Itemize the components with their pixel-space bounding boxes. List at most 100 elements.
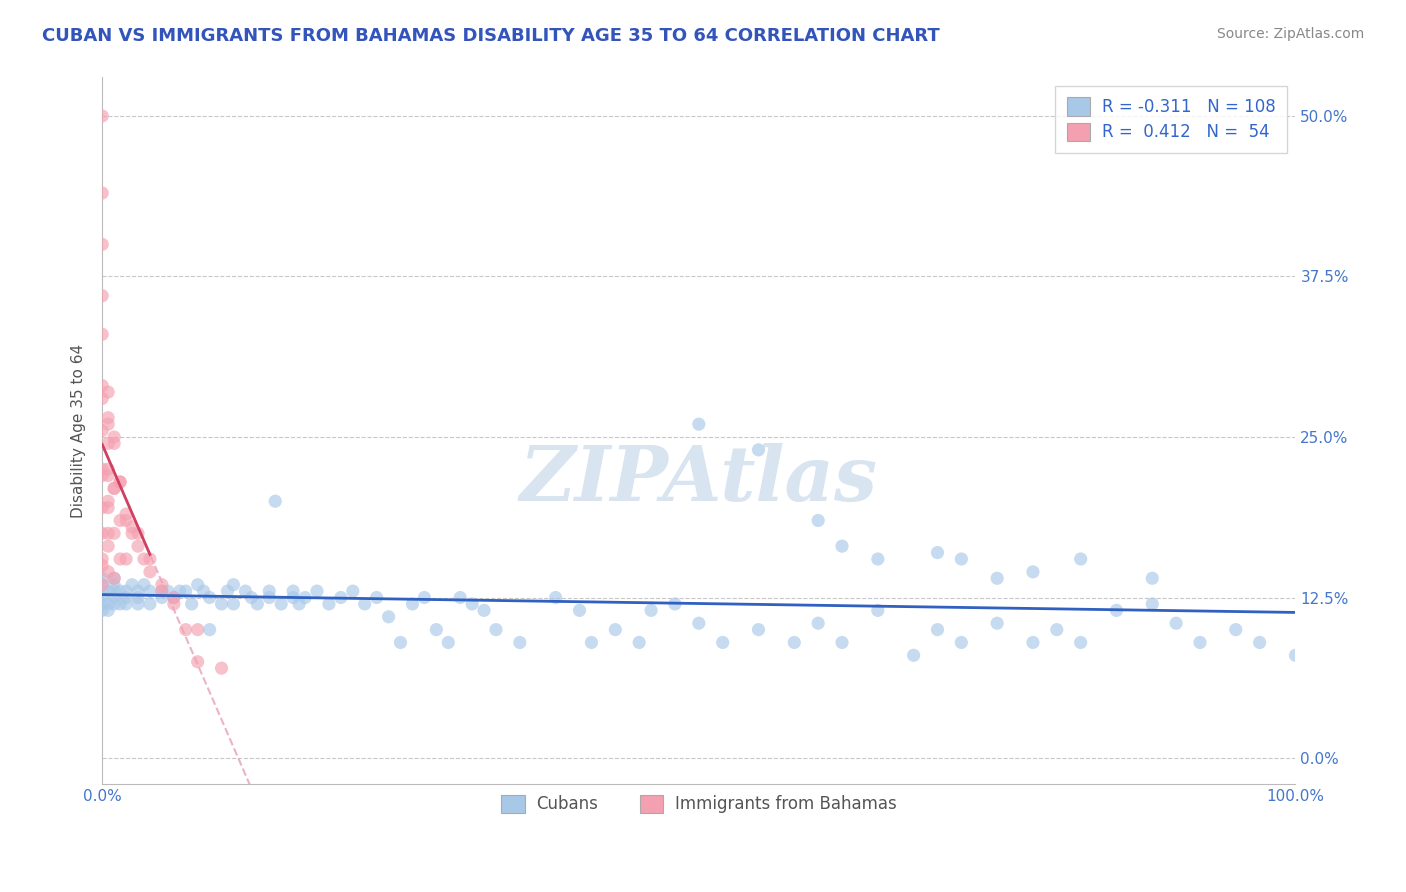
Point xyxy=(103,436,125,450)
Point xyxy=(115,552,138,566)
Point xyxy=(97,526,120,541)
Point xyxy=(115,584,138,599)
Point xyxy=(1166,616,1188,631)
Point xyxy=(97,462,120,476)
Point xyxy=(353,597,375,611)
Point xyxy=(1142,571,1164,585)
Point xyxy=(91,237,114,252)
Point xyxy=(139,552,162,566)
Y-axis label: Disability Age 35 to 64: Disability Age 35 to 64 xyxy=(72,343,86,517)
Point xyxy=(97,603,120,617)
Point xyxy=(103,591,125,605)
Point xyxy=(150,584,173,599)
Point xyxy=(103,584,125,599)
Point xyxy=(103,577,125,591)
Point xyxy=(711,635,734,649)
Point xyxy=(150,577,173,591)
Point xyxy=(270,597,292,611)
Point xyxy=(97,494,120,508)
Point xyxy=(108,475,131,489)
Point xyxy=(127,591,149,605)
Point xyxy=(91,468,114,483)
Point xyxy=(1070,635,1092,649)
Point xyxy=(91,186,114,200)
Point xyxy=(866,552,889,566)
Point xyxy=(91,558,114,573)
Point xyxy=(187,655,209,669)
Point xyxy=(97,539,120,553)
Point xyxy=(91,109,114,123)
Point xyxy=(401,597,423,611)
Point xyxy=(150,584,173,599)
Point xyxy=(121,526,143,541)
Point xyxy=(509,635,531,649)
Point xyxy=(108,513,131,527)
Point xyxy=(163,591,186,605)
Point xyxy=(198,623,221,637)
Point xyxy=(783,635,806,649)
Point xyxy=(121,520,143,534)
Point xyxy=(217,584,239,599)
Point xyxy=(97,500,120,515)
Text: CUBAN VS IMMIGRANTS FROM BAHAMAS DISABILITY AGE 35 TO 64 CORRELATION CHART: CUBAN VS IMMIGRANTS FROM BAHAMAS DISABIL… xyxy=(42,27,941,45)
Point xyxy=(91,424,114,438)
Point xyxy=(1105,603,1128,617)
Point xyxy=(294,591,316,605)
Point xyxy=(305,584,328,599)
Point xyxy=(198,591,221,605)
Point xyxy=(413,591,436,605)
Point xyxy=(222,597,245,611)
Point xyxy=(472,603,495,617)
Point xyxy=(688,417,710,432)
Point xyxy=(108,597,131,611)
Point xyxy=(568,603,591,617)
Point xyxy=(115,597,138,611)
Point xyxy=(329,591,352,605)
Point xyxy=(866,603,889,617)
Point xyxy=(240,591,263,605)
Point xyxy=(437,635,460,649)
Point xyxy=(664,597,686,611)
Point xyxy=(640,603,662,617)
Point xyxy=(121,577,143,591)
Point xyxy=(174,584,197,599)
Point xyxy=(449,591,471,605)
Point xyxy=(211,597,233,611)
Point xyxy=(103,526,125,541)
Point xyxy=(807,513,830,527)
Point xyxy=(193,584,215,599)
Point xyxy=(97,410,120,425)
Point xyxy=(91,577,114,591)
Point xyxy=(211,661,233,675)
Point xyxy=(103,571,125,585)
Point xyxy=(281,591,304,605)
Point xyxy=(127,526,149,541)
Point xyxy=(127,539,149,553)
Point xyxy=(91,462,114,476)
Point xyxy=(91,571,114,585)
Point xyxy=(115,513,138,527)
Point xyxy=(103,482,125,496)
Point xyxy=(259,584,281,599)
Point xyxy=(485,623,508,637)
Text: ZIPAtlas: ZIPAtlas xyxy=(520,443,877,517)
Point xyxy=(115,507,138,521)
Point xyxy=(91,378,114,392)
Point xyxy=(1022,635,1045,649)
Point xyxy=(169,584,191,599)
Point xyxy=(986,571,1008,585)
Point xyxy=(132,577,155,591)
Point xyxy=(318,597,340,611)
Point xyxy=(747,442,769,457)
Point xyxy=(91,584,114,599)
Point xyxy=(115,591,138,605)
Point xyxy=(108,475,131,489)
Point xyxy=(1046,623,1069,637)
Point xyxy=(91,603,114,617)
Point xyxy=(139,565,162,579)
Point xyxy=(103,482,125,496)
Point xyxy=(139,584,162,599)
Point xyxy=(1188,635,1211,649)
Point xyxy=(903,648,925,663)
Point xyxy=(139,597,162,611)
